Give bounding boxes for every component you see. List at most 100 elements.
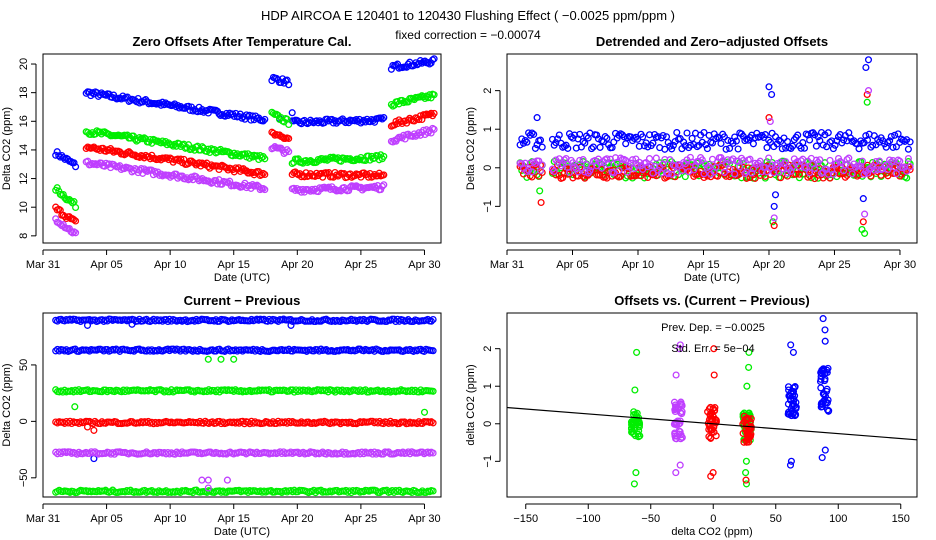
point-blue (700, 128, 708, 137)
point-blue (823, 143, 831, 151)
point-red (537, 198, 545, 207)
point-blue (430, 55, 438, 63)
point-purple (816, 156, 824, 164)
point-red (747, 415, 755, 423)
point-blue (378, 115, 386, 123)
point-green (168, 141, 176, 149)
point-blue (618, 131, 626, 139)
point-red (552, 171, 560, 179)
point-purple (659, 160, 667, 168)
point-green (632, 469, 640, 477)
y-axis-label: Delta CO2 (ppm) (1, 363, 13, 446)
point-green (630, 480, 638, 488)
point-blue (820, 397, 828, 405)
point-blue (741, 137, 749, 145)
point-blue (887, 132, 895, 141)
point-red (90, 426, 98, 434)
point-purple (758, 168, 766, 176)
point-red (705, 433, 713, 441)
point-purple (700, 170, 708, 178)
x-tick-label: Apr 05 (556, 259, 588, 271)
y-tick-label: 8 (18, 233, 30, 239)
point-purple (806, 169, 814, 177)
point-red (70, 216, 78, 224)
point-green (745, 363, 753, 371)
point-purple (887, 158, 895, 166)
point-blue (533, 114, 541, 122)
point-red (719, 161, 727, 169)
point-purple (797, 157, 805, 165)
point-purple (845, 154, 853, 162)
x-axis-label: Date (UTC) (684, 272, 740, 284)
y-tick-label: 2 (482, 88, 494, 94)
point-blue (761, 131, 769, 139)
point-purple (535, 157, 543, 165)
point-blue (72, 163, 80, 171)
point-blue (904, 145, 912, 153)
point-purple (223, 476, 231, 484)
point-purple (627, 159, 635, 167)
point-blue (622, 140, 630, 148)
point-purple (829, 170, 837, 178)
y-axis-label: delta CO2 (ppm) (465, 364, 477, 445)
point-red (770, 222, 778, 230)
point-purple (695, 157, 703, 166)
point-purple (875, 157, 883, 165)
point-blue (791, 383, 799, 391)
point-blue (785, 386, 793, 394)
point-purple (727, 156, 735, 165)
x-tick-label: Mar 31 (26, 513, 60, 525)
point-purple (889, 157, 897, 165)
point-purple (598, 164, 606, 172)
y-tick-label: 16 (18, 115, 30, 127)
point-purple (836, 158, 844, 166)
point-blue (55, 152, 63, 160)
point-purple (579, 156, 587, 164)
point-blue (892, 143, 900, 151)
point-green (380, 152, 388, 160)
point-purple (906, 163, 914, 171)
point-blue (620, 133, 628, 141)
point-blue (732, 137, 740, 145)
point-blue (763, 144, 771, 152)
data-points (52, 55, 438, 237)
data-points (516, 56, 914, 237)
point-blue (749, 140, 757, 148)
regression-line (506, 406, 918, 441)
point-purple (181, 175, 189, 183)
point-purple (770, 169, 778, 177)
point-green (285, 120, 293, 129)
point-purple (884, 165, 892, 174)
point-green (261, 155, 269, 163)
point-blue (70, 159, 78, 167)
x-tick-label: Apr 05 (90, 259, 122, 271)
y-tick-label: 10 (18, 201, 30, 213)
point-red (859, 218, 867, 226)
point-blue (659, 131, 667, 140)
x-tick-label: Apr 15 (218, 513, 250, 525)
point-blue (688, 134, 696, 142)
point-red (577, 168, 585, 176)
point-purple (676, 428, 684, 436)
subtitle: fixed correction = −0.00074 (395, 28, 541, 42)
point-blue (771, 191, 780, 199)
point-purple (429, 449, 437, 457)
point-blue (283, 76, 291, 84)
point-purple (756, 157, 764, 165)
point-green (635, 423, 643, 431)
point-blue (862, 63, 870, 72)
point-purple (430, 125, 438, 133)
point-green (207, 145, 215, 153)
point-red (707, 472, 715, 480)
point-red (710, 345, 718, 353)
point-blue (531, 144, 539, 152)
point-green (742, 457, 750, 465)
point-purple (843, 155, 851, 164)
point-blue (567, 133, 575, 141)
point-purple (748, 169, 756, 177)
point-purple (675, 345, 684, 353)
point-red (335, 171, 344, 179)
point-blue (821, 377, 829, 385)
point-purple (848, 170, 856, 178)
point-green (861, 229, 869, 237)
